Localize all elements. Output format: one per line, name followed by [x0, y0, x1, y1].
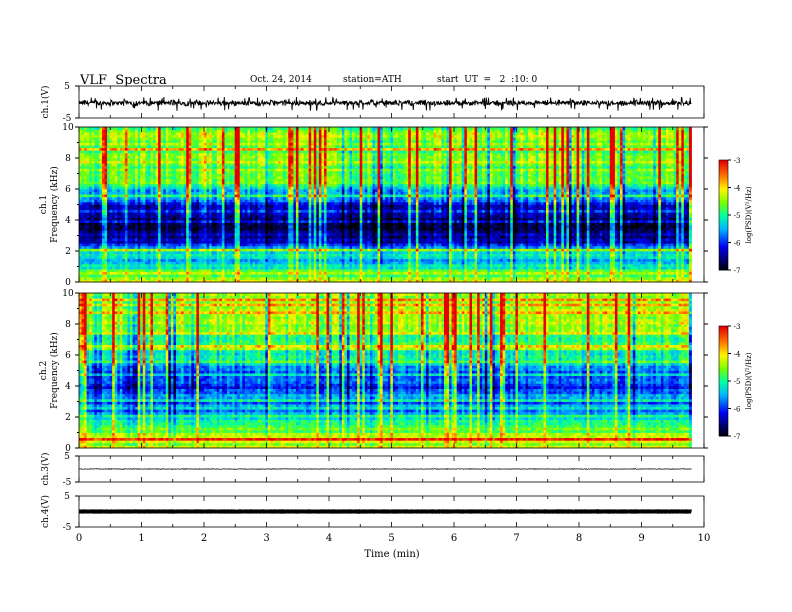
colorbar: [719, 160, 728, 271]
y-axis-label: ch.4(V): [40, 495, 51, 528]
colorbar-tick-label: -6: [734, 406, 741, 414]
x-tick-label: 6: [451, 533, 457, 544]
colorbar-label: log(PSD)(V²/Hz): [745, 352, 753, 409]
y-axis-label: ch.1(V): [40, 86, 51, 119]
y-tick-label: 5: [64, 452, 70, 462]
spectrogram-ch.2: [79, 293, 692, 448]
colorbar-tick-label: -6: [734, 240, 741, 248]
y-axis-label-channel: ch.2: [39, 361, 49, 380]
x-axis-label: Time (min): [364, 549, 419, 560]
colorbar-tick-label: -7: [734, 433, 741, 441]
colorbar-tick-label: -7: [734, 267, 741, 275]
y-axis-label-frequency: Frequency (kHz): [49, 332, 60, 409]
y-tick-label: 5: [64, 492, 70, 502]
spectrogram-ch.1: [79, 127, 692, 282]
x-tick-label: 5: [388, 533, 394, 544]
colorbar-tick-label: -4: [734, 351, 741, 359]
y-tick-label: 4: [65, 216, 71, 226]
colorbar-tick-label: -3: [734, 157, 741, 165]
colorbar: [719, 326, 728, 437]
y-tick-label: 10: [62, 123, 74, 133]
y-axis-label-frequency: Frequency (kHz): [49, 166, 60, 243]
x-tick-label: 4: [326, 533, 332, 544]
colorbar-label: log(PSD)(V²/Hz): [745, 186, 753, 243]
y-tick-label: 6: [65, 185, 71, 195]
colorbar-tick-label: -5: [734, 212, 741, 220]
x-tick-label: 2: [201, 533, 207, 544]
y-tick-label: 8: [65, 320, 71, 330]
x-tick-label: 9: [638, 533, 644, 544]
x-tick-label: 3: [263, 533, 269, 544]
y-tick-label: 10: [62, 289, 74, 299]
x-tick-label: 8: [576, 533, 582, 544]
waveform-line-ch.3(V): [79, 469, 692, 470]
y-tick-label: 6: [65, 351, 71, 361]
x-tick-label: 1: [138, 533, 144, 544]
vlf-spectra-figure: 5-5ch.1(V)0246810ch.1 Frequency (kHz)-3-4…: [0, 0, 792, 612]
colorbar-tick-label: -4: [734, 185, 741, 193]
y-tick-label: 5: [64, 82, 70, 92]
waveform-line-ch.1(V): [79, 97, 692, 111]
y-tick-label: 2: [65, 247, 71, 257]
y-axis-label-channel: ch.1: [39, 195, 49, 214]
colorbar-tick-label: -3: [734, 323, 741, 331]
x-tick-label: 10: [698, 533, 711, 544]
y-tick-label: 0: [65, 278, 71, 288]
x-tick-label: 0: [76, 533, 82, 544]
y-tick-label: -5: [63, 478, 72, 488]
y-tick-label: 4: [65, 382, 71, 392]
colorbar-tick-label: -5: [734, 378, 741, 386]
y-axis-label: ch.3(V): [40, 453, 51, 486]
y-tick-label: 2: [65, 413, 71, 423]
y-tick-label: 8: [65, 154, 71, 164]
y-tick-label: -5: [63, 523, 72, 533]
x-tick-label: 7: [513, 533, 519, 544]
